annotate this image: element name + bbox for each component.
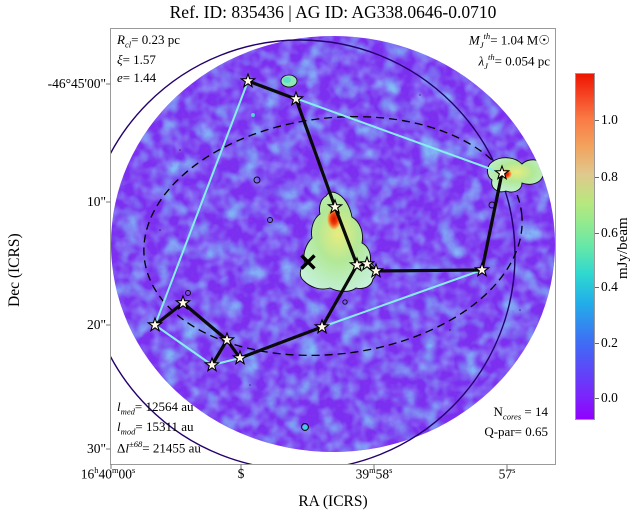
- colorbar-tick-1: 0.8: [601, 169, 618, 184]
- mst-edge: [320, 263, 359, 329]
- mst-edge: [333, 205, 359, 267]
- x-tick-3: 57s: [498, 466, 516, 482]
- x-tick-1: $: [237, 466, 245, 481]
- core-marker: [493, 164, 511, 181]
- annotation-e: e= 1.44: [117, 70, 157, 86]
- annotation-ncores: Ncores = 14: [493, 404, 549, 422]
- colorbar-tick-3: 0.4: [601, 279, 618, 294]
- core-marker: [367, 262, 385, 279]
- mst-edge: [238, 325, 324, 360]
- core-marker: [174, 294, 192, 311]
- y-tick-1: 10": [86, 194, 106, 209]
- annotation-dl68: Δl±68= 21455 au: [117, 438, 201, 456]
- mst-edge: [374, 268, 484, 273]
- core-marker: [146, 316, 164, 333]
- mst-edge: [181, 301, 229, 342]
- colorbar-tick-2: 0.6: [601, 225, 618, 240]
- core-marker: [326, 198, 344, 215]
- annotation-bottom-left: lmed= 12564 au lmod= 15311 au Δl±68= 214…: [117, 398, 201, 457]
- mst-edge: [153, 301, 185, 327]
- dashed-ellipse: [143, 115, 523, 357]
- annotation-bottom-right: Ncores = 14 Q-par= 0.65: [484, 403, 548, 441]
- annotation-lambda: λJth= 0.054 pc: [478, 51, 551, 71]
- cluster-center-marker: [300, 254, 316, 270]
- annotation-mj: MJth= 1.04 M☉: [468, 31, 550, 50]
- annotation-l-med: lmed= 12564 au: [117, 399, 194, 417]
- x-tick-2: 39m58s: [355, 466, 393, 482]
- mst-edge: [246, 79, 298, 101]
- axis-tick-marks: [106, 83, 508, 469]
- core-marker: [231, 349, 249, 366]
- mst-edge: [294, 97, 337, 209]
- core-marker: [313, 318, 331, 335]
- mst-edge: [480, 171, 504, 272]
- annotation-l-mod: lmod= 15311 au: [117, 419, 194, 438]
- x-axis-label: RA (ICRS): [298, 493, 368, 510]
- y-tick-0: -46°45'00": [47, 76, 106, 91]
- y-axis-label: Dec (ICRS): [6, 233, 23, 307]
- core-marker: [358, 255, 376, 272]
- annotation-xi: ξ= 1.57: [117, 52, 156, 68]
- annotation-top-left: Rcl= 0.23 pc ξ= 1.57 e= 1.44: [117, 31, 180, 87]
- plot-border: [110, 28, 556, 465]
- y-tick-3: 30": [86, 441, 106, 456]
- colorbar-tickmark: [595, 233, 599, 234]
- figure-title: Ref. ID: 835436 | AG ID: AG338.0646-0.07…: [169, 2, 497, 22]
- colorbar-tick-4: 0.2: [601, 335, 618, 350]
- core-marker: [239, 72, 257, 89]
- core-marker: [203, 356, 221, 373]
- colorbar-tickmark: [595, 287, 599, 288]
- y-tick-2: 20": [86, 317, 106, 332]
- colorbar-tick-5: 0.0: [601, 390, 618, 405]
- annotation-qpar: Q-par= 0.65: [484, 424, 548, 440]
- core-marker: [287, 90, 305, 107]
- colorbar-tick-0: 1.0: [601, 112, 618, 127]
- colorbar-tickmark: [595, 177, 599, 178]
- annotation-top-right: MJth= 1.04 M☉ λJth= 0.054 pc: [469, 31, 550, 73]
- colorbar-label: mJy/beam: [615, 217, 631, 279]
- colorbar: [575, 73, 595, 420]
- annotation-r-cl: Rcl= 0.23 pc: [117, 32, 181, 50]
- core-marker: [218, 331, 236, 348]
- colorbar-tickmark: [595, 343, 599, 344]
- core-marker: [473, 261, 491, 278]
- colorbar-tickmark: [595, 398, 599, 399]
- x-tick-0: 16h40m00s: [80, 466, 136, 482]
- colorbar-tickmark: [595, 120, 599, 121]
